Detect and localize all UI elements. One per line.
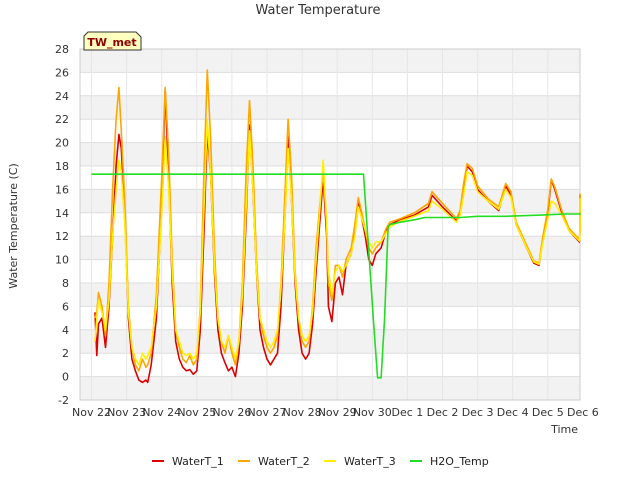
x-tick-label: Nov 23 bbox=[107, 406, 146, 419]
legend-label: WaterT_1 bbox=[172, 455, 224, 468]
series-line-watert-3 bbox=[94, 118, 581, 366]
y-tick-label: 18 bbox=[55, 160, 69, 173]
x-tick-label: Dec 5 bbox=[532, 406, 564, 419]
y-tick-label: 4 bbox=[62, 324, 69, 337]
y-axis-label: Water Temperature (C) bbox=[7, 163, 20, 288]
legend: WaterT_1 WaterT_2 WaterT_3 H2O_Temp bbox=[152, 455, 489, 468]
y-tick-label: 28 bbox=[55, 43, 69, 56]
x-tick-label: Nov 28 bbox=[283, 406, 322, 419]
x-tick-label: Nov 24 bbox=[142, 406, 181, 419]
x-tick-label: Nov 26 bbox=[212, 406, 251, 419]
legend-label: WaterT_3 bbox=[344, 455, 396, 468]
grid-band bbox=[80, 95, 580, 120]
x-tick-label: Dec 4 bbox=[497, 406, 529, 419]
y-tick-label: 14 bbox=[55, 207, 69, 220]
y-tick-label: 10 bbox=[55, 254, 69, 267]
chart-title: Water Temperature bbox=[256, 3, 381, 18]
grid-band bbox=[80, 329, 580, 354]
grid-band bbox=[80, 49, 580, 73]
legend-label: H2O_Temp bbox=[430, 455, 489, 468]
y-tick-label: 24 bbox=[55, 90, 69, 103]
y-tick-label: 16 bbox=[55, 183, 69, 196]
grid-band bbox=[80, 376, 580, 400]
grid-band bbox=[80, 236, 580, 260]
y-tick-label: 6 bbox=[62, 300, 69, 313]
tw-met-badge: TW_met bbox=[83, 31, 142, 51]
legend-label: WaterT_2 bbox=[258, 455, 310, 468]
y-tick-label: 26 bbox=[55, 66, 69, 79]
x-tick-label: Dec 2 bbox=[427, 406, 459, 419]
x-tick-label: Dec 3 bbox=[462, 406, 494, 419]
x-tick-label: Nov 29 bbox=[318, 406, 357, 419]
x-tick-label: Nov 22 bbox=[72, 406, 111, 419]
x-axis-label: Time bbox=[550, 423, 578, 436]
y-tick-label: 12 bbox=[55, 230, 69, 243]
x-tick-label: Nov 25 bbox=[177, 406, 216, 419]
grid-band bbox=[80, 142, 580, 166]
y-tick-label: 20 bbox=[55, 137, 69, 150]
x-tick-label: Nov 30 bbox=[353, 406, 392, 419]
y-tick-label: 22 bbox=[55, 113, 69, 126]
x-tick-label: Dec 6 bbox=[567, 406, 599, 419]
x-tick-label: Nov 27 bbox=[248, 406, 287, 419]
y-tick-label: 2 bbox=[62, 347, 69, 360]
x-tick-label: Dec 1 bbox=[392, 406, 424, 419]
badge-label: TW_met bbox=[87, 36, 136, 49]
y-tick-label: 0 bbox=[62, 371, 69, 384]
series-line-h2o-temp bbox=[91, 173, 581, 379]
plot-background-bands bbox=[80, 49, 580, 400]
y-tick-label: 8 bbox=[62, 277, 69, 290]
y-tick-label: -2 bbox=[58, 394, 69, 407]
series-layer bbox=[91, 69, 581, 384]
